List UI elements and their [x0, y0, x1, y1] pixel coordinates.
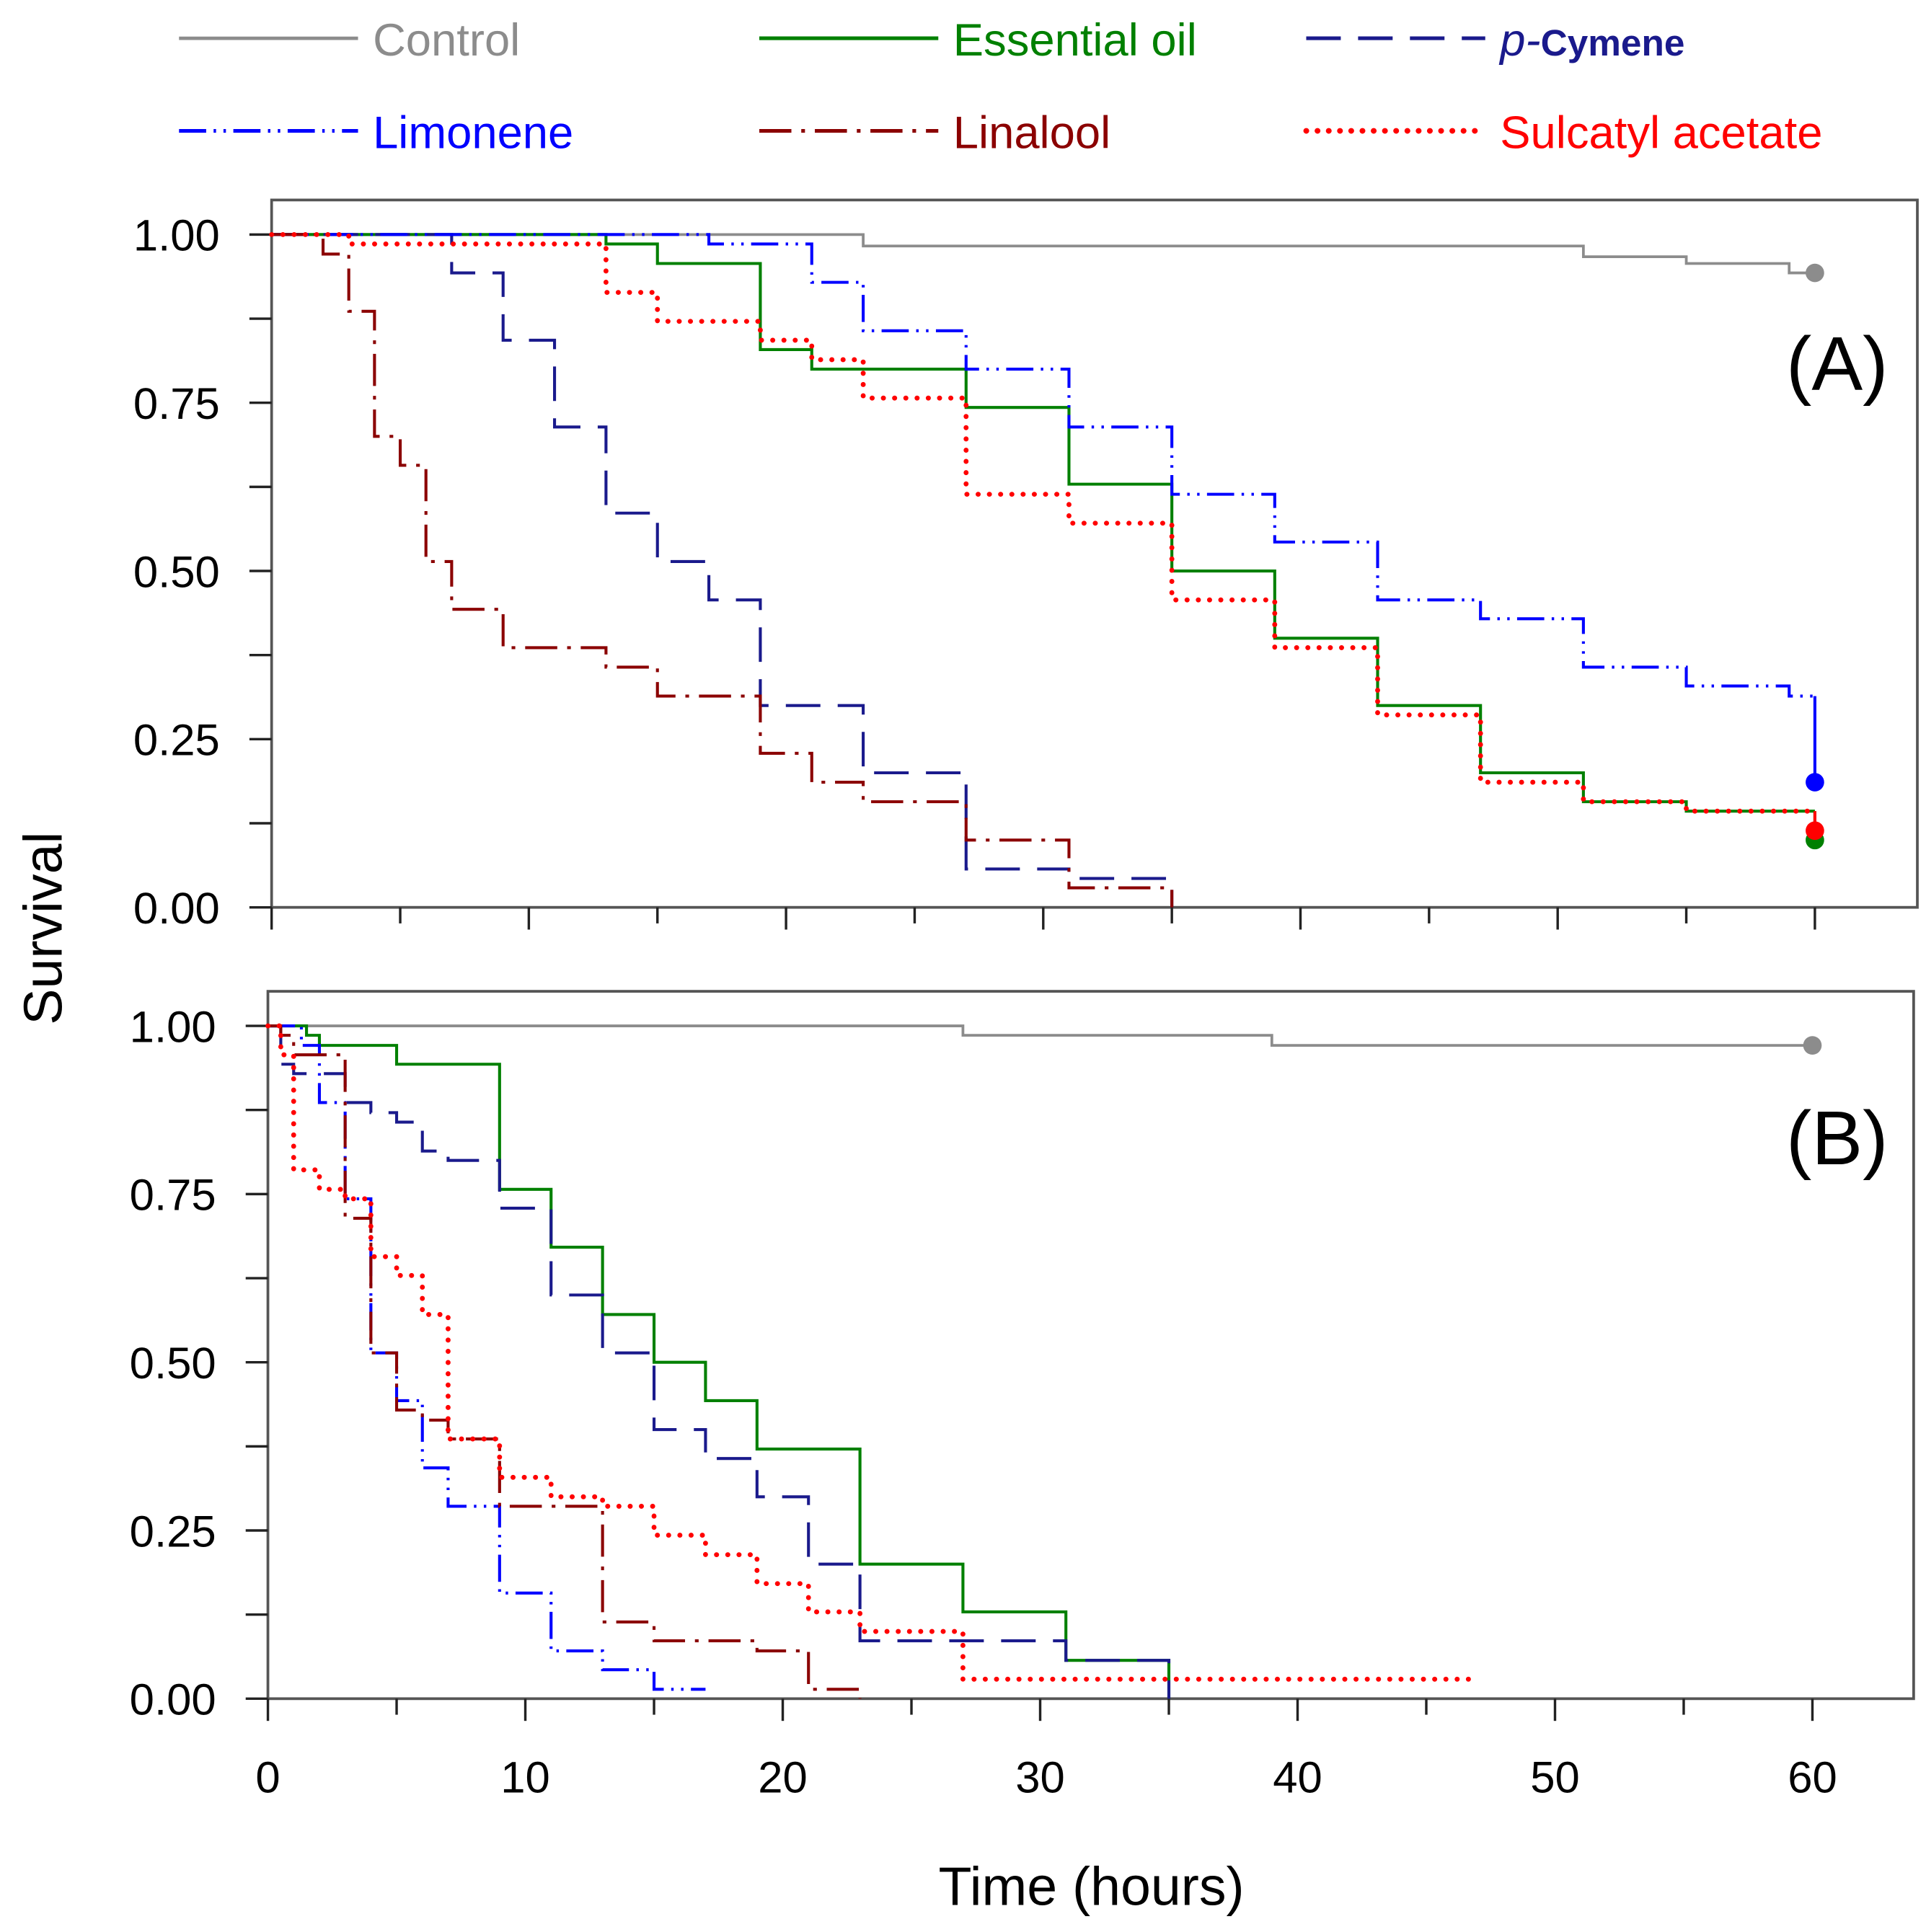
panel-label: (A) — [1786, 322, 1889, 407]
y-tick-label: 1.00 — [133, 211, 220, 261]
x-tick-label: 60 — [1788, 1752, 1837, 1802]
legend-label-prefix: p- — [1498, 15, 1540, 66]
x-tick-label: 40 — [1273, 1752, 1322, 1802]
series-line-sul — [265, 1023, 1480, 1682]
series-line-control — [268, 1024, 1813, 1047]
y-axis-label: Survival — [13, 832, 74, 1025]
legend-entry-control: Control — [179, 15, 520, 66]
legend-label: Sulcatyl acetate — [1500, 107, 1822, 158]
legend: Control Essential oil p-Cymene Limonene Lina… — [179, 15, 1822, 158]
legend-entry-lin: Linalool — [759, 107, 1110, 158]
series-line-lin — [271, 233, 1174, 908]
series-line-eo — [268, 1024, 1171, 1699]
legend-entry-pc: p-Cymene — [1306, 15, 1684, 66]
series-end-marker-lim — [1806, 773, 1824, 792]
legend-label: Control — [373, 15, 520, 66]
y-tick-label: 0.25 — [133, 716, 220, 766]
legend-label: Essential oil — [953, 15, 1197, 66]
plot-frame — [266, 990, 1915, 1701]
panel-b: 0.00 0.25 0.50 0.75 1.00 0 10 20 30 40 50 60 (B) — [130, 990, 1915, 1802]
series-line-lin — [268, 1024, 862, 1699]
series-line-control — [271, 233, 1815, 275]
series-line-sul — [269, 231, 1818, 814]
y-tick-label: 0.75 — [133, 379, 220, 429]
plot-frame — [270, 198, 1919, 909]
y-tick-label: 0.00 — [130, 1675, 216, 1725]
y-tick-label: 0.50 — [130, 1339, 216, 1388]
legend-entry-lim: Limonene — [179, 107, 573, 158]
x-tick-label: 20 — [758, 1752, 808, 1802]
legend-label: Limonene — [373, 107, 573, 158]
legend-entry-sul: Sulcatyl acetate — [1303, 107, 1822, 158]
y-tick-label: 0.50 — [133, 547, 220, 597]
panel-a: 0.00 0.25 0.50 0.75 1.00 (A) — [133, 198, 1919, 934]
legend-label: p-Cymene — [1498, 15, 1684, 66]
series-line-eo — [271, 233, 1815, 813]
series-line-pc — [271, 233, 1174, 908]
x-tick-label: 10 — [500, 1752, 550, 1802]
y-tick-label: 0.00 — [133, 884, 220, 934]
legend-entry-eo: Essential oil — [759, 15, 1197, 66]
legend-label-text: Cymene — [1541, 22, 1685, 63]
series-line-lim — [271, 233, 1815, 698]
series-end-marker-control — [1803, 1036, 1822, 1055]
x-axis-label: Time (hours) — [939, 1856, 1245, 1916]
panels: 0.00 0.25 0.50 0.75 1.00 (A) 0.00 0.25 0.50 0.75 1… — [130, 198, 1919, 1802]
series-end-marker-control — [1806, 263, 1824, 283]
panel-label: (B) — [1786, 1096, 1889, 1181]
x-tick-label: 30 — [1015, 1752, 1065, 1802]
series-line-pc — [268, 1024, 1171, 1699]
y-tick-label: 0.25 — [130, 1507, 216, 1556]
series-end-marker-sul — [1806, 821, 1824, 841]
y-tick-label: 1.00 — [130, 1002, 216, 1052]
y-tick-label: 0.75 — [130, 1171, 216, 1220]
x-tick-label: 50 — [1530, 1752, 1580, 1802]
x-tick-label: 0 — [255, 1752, 280, 1802]
series-line-lim — [268, 1024, 706, 1691]
legend-label: Linalool — [953, 107, 1110, 158]
